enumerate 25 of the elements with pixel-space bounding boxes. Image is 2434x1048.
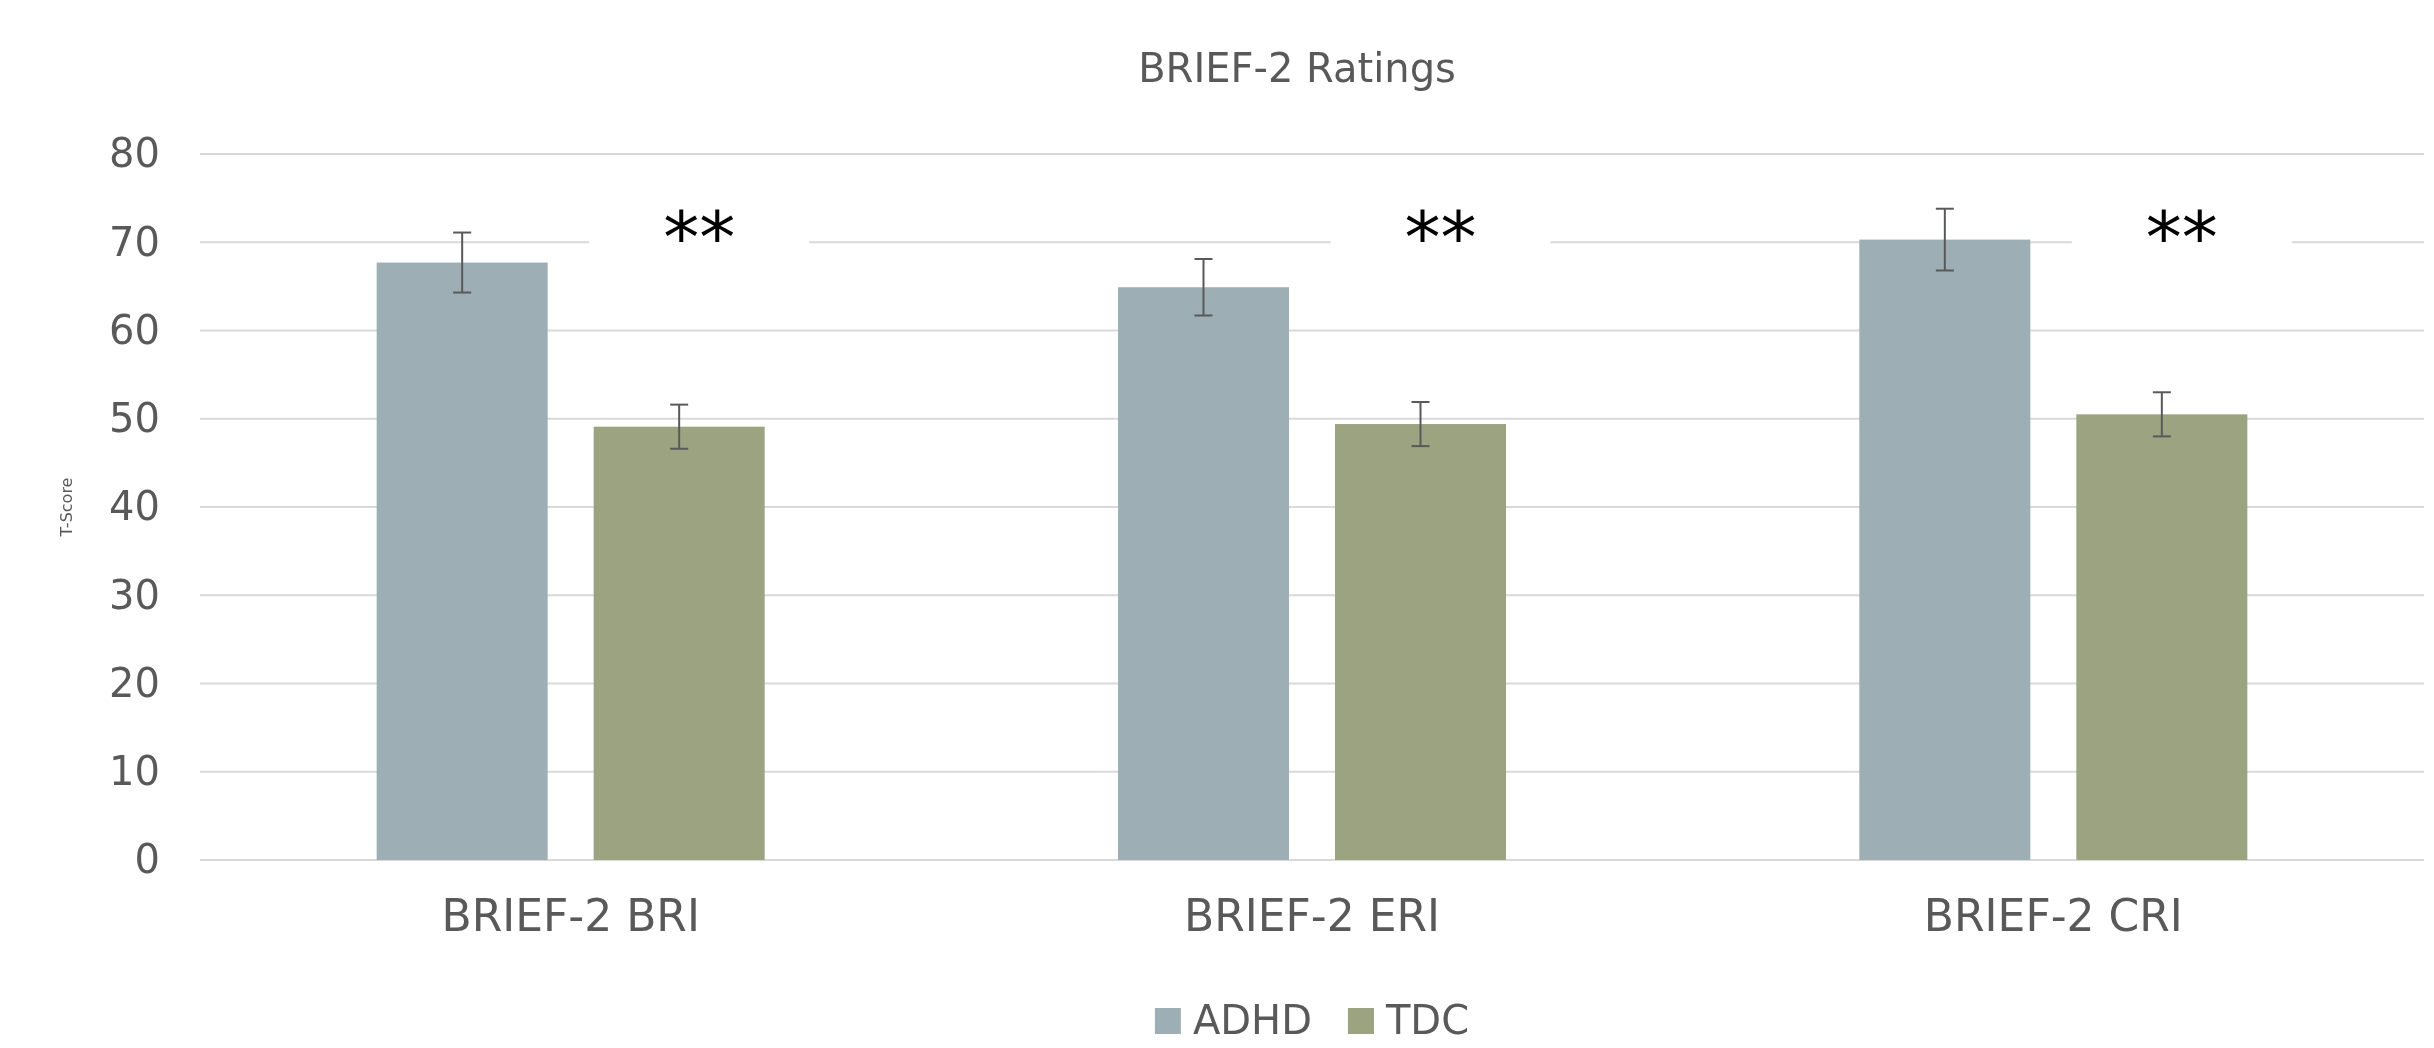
y-tick-label: 30 xyxy=(109,571,160,618)
x-tick-label: BRIEF-2 ERI xyxy=(1183,890,1441,942)
y-tick-label: 20 xyxy=(109,659,160,706)
annotation: ** xyxy=(663,195,736,280)
bar xyxy=(1859,239,2031,860)
y-tick-label: 50 xyxy=(109,395,160,442)
legend-label: TDC xyxy=(1384,997,1470,1043)
annotation: ** xyxy=(1404,195,1477,280)
y-tick-label: 80 xyxy=(109,130,160,177)
x-tick-label: BRIEF-2 BRI xyxy=(441,890,700,942)
bar xyxy=(1118,287,1289,860)
x-tick-label: BRIEF-2 CRI xyxy=(1923,890,2183,942)
y-tick-label: 0 xyxy=(134,836,160,883)
y-tick-label: 10 xyxy=(109,748,160,795)
y-tick-label: 70 xyxy=(109,218,160,265)
y-tick-label: 40 xyxy=(109,483,160,530)
bar xyxy=(1335,424,1506,860)
y-axis-title: T-Score xyxy=(57,477,76,538)
bar xyxy=(2076,414,2248,860)
bar xyxy=(376,262,548,860)
y-tick-label: 60 xyxy=(109,306,160,353)
bar xyxy=(593,426,765,860)
annotation: ** xyxy=(2145,195,2218,280)
chart-title: BRIEF-2 Ratings xyxy=(1138,45,1456,91)
legend-label: ADHD xyxy=(1192,997,1312,1043)
